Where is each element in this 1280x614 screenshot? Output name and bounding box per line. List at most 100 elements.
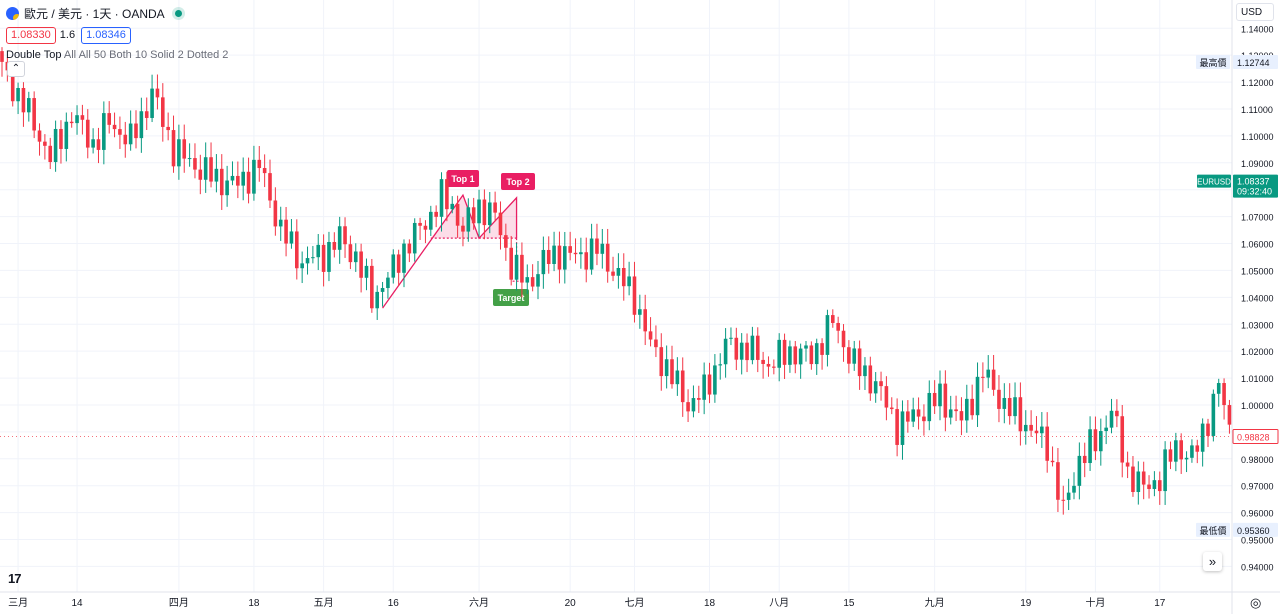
candle-body bbox=[327, 242, 331, 272]
candle-body bbox=[209, 157, 213, 182]
candle-body bbox=[348, 244, 353, 263]
candle-body bbox=[59, 128, 63, 149]
candle-body bbox=[1174, 440, 1178, 462]
candle-body bbox=[268, 173, 272, 201]
price-tick-label: 0.96000 bbox=[1241, 509, 1274, 519]
candle-body bbox=[932, 392, 937, 407]
candle-body bbox=[611, 271, 615, 276]
candle-body bbox=[557, 245, 562, 270]
buy-price-button[interactable]: 1.08346 bbox=[81, 26, 131, 44]
settings-icon[interactable]: ◎ bbox=[1250, 595, 1262, 610]
last-price-value: 1.08337 bbox=[1237, 177, 1270, 187]
candle-body bbox=[96, 139, 101, 150]
candle-body bbox=[1216, 383, 1221, 394]
candle-body bbox=[1099, 431, 1103, 452]
symbol-tag-box bbox=[1197, 174, 1231, 188]
indicator-legend[interactable]: Double Top All All 50 Both 10 Solid 2 Do… bbox=[6, 49, 228, 61]
candle-body bbox=[102, 113, 106, 150]
candle-body bbox=[439, 179, 444, 217]
price-tick-label: 1.04000 bbox=[1241, 293, 1274, 303]
candle-body bbox=[144, 111, 149, 118]
low-price-marker-value-box bbox=[1233, 522, 1278, 537]
candle-body bbox=[236, 175, 240, 186]
low-price-marker: 最低價 0.95360 bbox=[1196, 522, 1278, 537]
candle-body bbox=[841, 330, 846, 348]
top2-label-box bbox=[501, 173, 535, 190]
candle-body bbox=[1190, 445, 1194, 458]
tradingview-logo-icon[interactable]: 17 bbox=[8, 571, 22, 586]
candle-body bbox=[241, 171, 245, 186]
candle-body bbox=[203, 157, 208, 180]
candle-body bbox=[364, 265, 369, 278]
candle-body bbox=[1227, 405, 1232, 425]
candle-body bbox=[1211, 393, 1216, 436]
currency-selector[interactable]: USD bbox=[1236, 3, 1274, 21]
candle-body bbox=[75, 115, 79, 124]
candle-body bbox=[166, 126, 170, 131]
candle-body bbox=[927, 392, 932, 422]
candle-body bbox=[337, 226, 342, 250]
candle-body bbox=[37, 130, 42, 142]
candle-body bbox=[857, 348, 862, 377]
symbol-row[interactable]: 歐元 / 美元 · 1天 · OANDA bbox=[6, 4, 228, 22]
candle-body bbox=[691, 398, 696, 412]
candle-body bbox=[48, 145, 53, 163]
candle-body bbox=[697, 398, 701, 400]
candle-body bbox=[997, 389, 1001, 409]
candle-body bbox=[219, 168, 224, 196]
symbol-title[interactable]: 歐元 / 美元 · 1天 · OANDA bbox=[24, 6, 165, 21]
candle-body bbox=[1023, 424, 1028, 432]
candle-body bbox=[504, 235, 508, 248]
candle-body bbox=[332, 242, 337, 250]
candle-body bbox=[546, 249, 551, 264]
candle-body bbox=[246, 171, 251, 194]
collapse-chevron-icon: ⌃ bbox=[11, 63, 21, 74]
candle-body bbox=[782, 339, 787, 365]
spread-value: 1.6 bbox=[59, 29, 76, 41]
candle-body bbox=[745, 342, 749, 361]
time-tick-label: 六月 bbox=[469, 597, 489, 609]
time-tick-label: 18 bbox=[248, 598, 260, 609]
candle-body bbox=[514, 254, 519, 280]
price-tick-label: 1.10000 bbox=[1241, 132, 1274, 142]
candle-body bbox=[450, 203, 455, 210]
candle-body bbox=[873, 381, 878, 394]
scroll-to-realtime-button[interactable]: » bbox=[1203, 552, 1222, 571]
price-tick-label: 1.01000 bbox=[1241, 374, 1274, 384]
top1-label: Top 1 bbox=[447, 170, 479, 187]
candle-body bbox=[289, 231, 294, 244]
candle-body bbox=[1082, 455, 1087, 464]
candle-body bbox=[1120, 416, 1125, 463]
candle-body bbox=[402, 243, 406, 273]
collapse-legend-button[interactable]: ⌃ bbox=[7, 61, 25, 77]
candle-body bbox=[455, 203, 460, 226]
price-tick-label: 1.12000 bbox=[1241, 78, 1274, 88]
candle-body bbox=[1125, 462, 1130, 467]
price-tick-label: 0.98000 bbox=[1241, 455, 1274, 465]
candle-body bbox=[171, 130, 176, 167]
candle-body bbox=[418, 222, 422, 226]
candle-body bbox=[1018, 397, 1023, 432]
candle-body bbox=[563, 246, 567, 270]
candle-body bbox=[257, 159, 262, 169]
sell-price-button[interactable]: 1.08330 bbox=[6, 26, 56, 44]
time-tick-label: 16 bbox=[388, 598, 400, 609]
candle-body bbox=[32, 98, 36, 131]
candle-body bbox=[1115, 410, 1119, 417]
candle-body bbox=[836, 322, 840, 331]
candle-body bbox=[573, 252, 578, 255]
candle-body bbox=[541, 249, 546, 275]
candle-body bbox=[884, 386, 889, 408]
candle-body bbox=[579, 252, 583, 255]
low-price-marker-label-box bbox=[1196, 522, 1230, 537]
time-tick-label: 19 bbox=[1020, 598, 1032, 609]
candle-body bbox=[1131, 466, 1135, 493]
candle-body bbox=[970, 398, 974, 416]
price-markers: 最高價 1.12744 最低價 0.95360 EURUSD 1.0833709:32:4… bbox=[0, 55, 1279, 537]
candle-body bbox=[702, 374, 706, 400]
high-price-marker-label-box bbox=[1196, 55, 1230, 70]
candle-body bbox=[429, 211, 433, 230]
time-tick-label: 七月 bbox=[624, 597, 644, 609]
current-price-marker-value-box bbox=[1232, 429, 1279, 445]
